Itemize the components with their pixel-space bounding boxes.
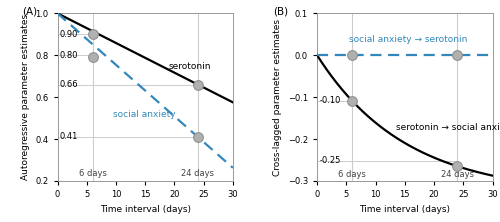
Text: serotonin → social anxiety: serotonin → social anxiety: [396, 123, 500, 132]
Text: serotonin: serotonin: [168, 62, 211, 71]
Text: social anxiety → serotonin: social anxiety → serotonin: [350, 35, 468, 44]
Text: 24 days: 24 days: [441, 170, 474, 179]
Text: 0.66: 0.66: [60, 80, 78, 89]
Text: 6 days: 6 days: [78, 169, 106, 178]
Text: -0.10: -0.10: [320, 96, 341, 105]
Text: 6 days: 6 days: [338, 170, 366, 179]
Y-axis label: Autoregressive parameter estimates: Autoregressive parameter estimates: [20, 14, 30, 180]
Text: -0.25: -0.25: [320, 156, 341, 165]
X-axis label: Time interval (days): Time interval (days): [360, 204, 450, 214]
Text: 0.80: 0.80: [60, 51, 78, 60]
Text: (A): (A): [22, 7, 38, 17]
Text: 0.90: 0.90: [60, 30, 78, 39]
Text: (B): (B): [273, 7, 288, 17]
Text: social anxiety: social anxiety: [113, 110, 176, 119]
X-axis label: Time interval (days): Time interval (days): [100, 204, 190, 214]
Text: 24 days: 24 days: [182, 169, 214, 178]
Text: 0.41: 0.41: [60, 133, 78, 141]
Y-axis label: Cross-lagged parameter estimates: Cross-lagged parameter estimates: [274, 19, 282, 176]
